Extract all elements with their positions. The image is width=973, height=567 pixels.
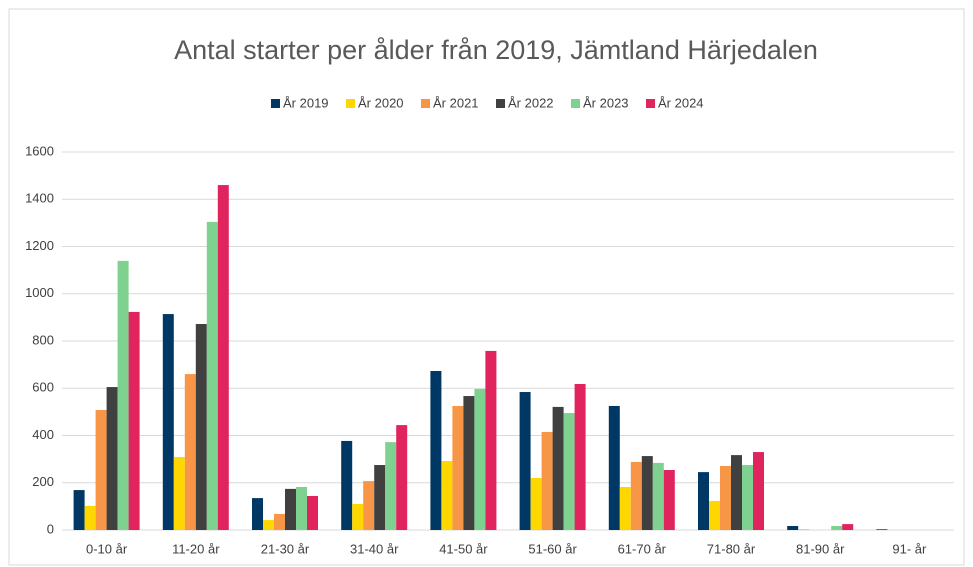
bar (452, 405, 464, 530)
y-tick-label: 1000 (25, 285, 54, 300)
y-tick-label: 1400 (25, 191, 54, 206)
bar (619, 487, 631, 530)
legend-swatch (346, 99, 355, 108)
bar (128, 311, 140, 530)
bar (285, 488, 296, 530)
legend-swatch (421, 99, 430, 108)
bar (831, 525, 843, 530)
bar (217, 185, 229, 530)
bar (742, 465, 753, 530)
chart-title: Antal starter per ålder från 2019, Jämtl… (174, 35, 818, 65)
y-tick-label: 1200 (25, 238, 54, 253)
bar (485, 350, 497, 530)
bar (552, 406, 564, 530)
legend-label: År 2022 (508, 95, 554, 110)
bar (206, 221, 218, 530)
x-tick-label: 21-30 år (261, 541, 310, 556)
bar (307, 495, 318, 530)
x-tick-label: 81-90 år (796, 541, 845, 556)
bar (519, 392, 531, 530)
bar (296, 487, 307, 530)
legend-swatch (271, 99, 280, 108)
bar (709, 500, 720, 530)
y-tick-label: 400 (32, 427, 54, 442)
bar (574, 383, 586, 530)
legend-label: År 2019 (283, 95, 329, 110)
bar (698, 472, 709, 530)
bar (753, 452, 764, 530)
legend-label: År 2024 (658, 95, 704, 110)
bar (84, 505, 96, 530)
bar (95, 409, 107, 530)
bar (352, 504, 364, 530)
bar (720, 465, 731, 530)
bar (463, 396, 475, 530)
bar (608, 405, 620, 530)
y-tick-label: 1600 (25, 143, 54, 158)
x-tick-label: 11-20 år (172, 541, 220, 556)
bar (663, 469, 675, 530)
bar (184, 374, 196, 530)
bar (731, 455, 742, 530)
bar (173, 456, 185, 530)
x-tick-label: 51-60 år (528, 541, 577, 556)
bar (798, 529, 810, 530)
bar (630, 461, 642, 530)
bar (252, 498, 263, 530)
x-tick-label: 91- år (892, 541, 927, 556)
bar (385, 442, 397, 530)
bar (474, 388, 486, 530)
x-tick-label: 31-40 år (350, 541, 399, 556)
legend-label: År 2020 (358, 95, 404, 110)
y-tick-label: 200 (32, 474, 54, 489)
bar (162, 314, 174, 530)
y-tick-label: 0 (47, 521, 54, 536)
x-tick-label: 41-50 år (439, 541, 488, 556)
bar (396, 425, 408, 530)
bar (641, 456, 653, 530)
bar (117, 260, 129, 530)
bar (341, 440, 353, 530)
bar (563, 413, 575, 530)
bar (195, 323, 207, 530)
legend-swatch (646, 99, 655, 108)
bar (106, 387, 118, 530)
bar (541, 431, 553, 530)
bar (374, 465, 386, 530)
x-tick-label: 61-70 år (618, 541, 667, 556)
bar (274, 513, 285, 530)
legend-swatch (496, 99, 505, 108)
legend-label: År 2023 (583, 95, 629, 110)
y-tick-label: 600 (32, 380, 54, 395)
bar (652, 462, 664, 530)
legend-label: År 2021 (433, 95, 479, 110)
x-tick-label: 0-10 år (86, 541, 128, 556)
bar (73, 490, 85, 530)
legend-swatch (571, 99, 580, 108)
bar (441, 461, 453, 530)
bar (787, 525, 799, 530)
bar (263, 520, 274, 530)
bar (876, 529, 888, 530)
y-tick-label: 800 (32, 332, 54, 347)
bar (363, 481, 375, 530)
bar (842, 524, 854, 530)
x-tick-label: 71-80 år (707, 541, 756, 556)
bar (530, 478, 542, 530)
bar (430, 371, 442, 530)
